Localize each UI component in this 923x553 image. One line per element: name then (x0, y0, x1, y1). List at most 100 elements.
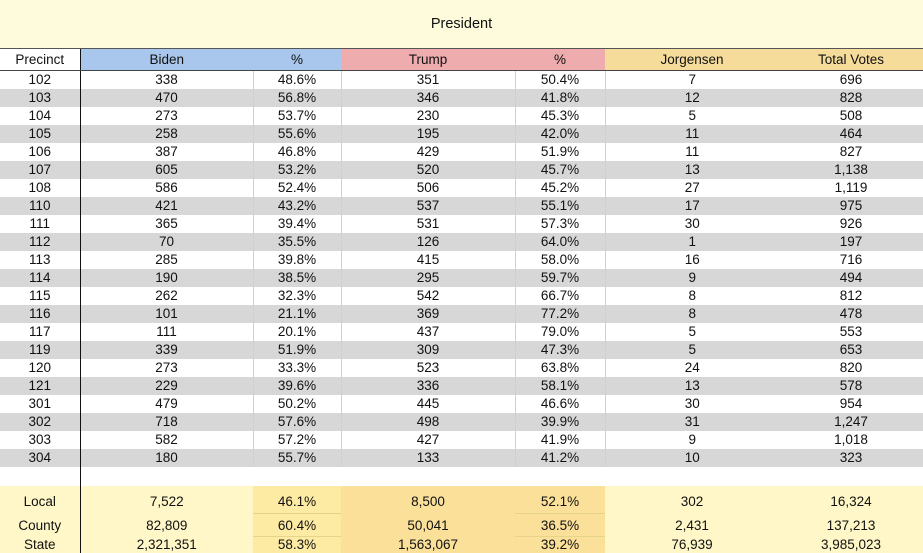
biden-pct-cell[interactable]: 35.5% (253, 233, 341, 251)
total-votes-cell[interactable]: 1,138 (779, 161, 923, 179)
jorgensen-cell[interactable]: 5 (605, 341, 779, 359)
trump-pct-cell[interactable]: 36.5% (515, 514, 605, 537)
jorgensen-cell[interactable]: 10 (605, 449, 779, 467)
jorgensen-cell[interactable]: 2,431 (605, 514, 779, 537)
header-jorgensen[interactable]: Jorgensen (605, 49, 779, 71)
total-votes-cell[interactable]: 16,324 (779, 486, 923, 514)
biden-cell[interactable]: 7,522 (80, 486, 253, 514)
precinct-cell[interactable]: 115 (0, 287, 80, 305)
trump-cell[interactable]: 537 (341, 197, 515, 215)
biden-cell[interactable]: 70 (80, 233, 253, 251)
jorgensen-cell[interactable]: 27 (605, 179, 779, 197)
trump-cell[interactable]: 415 (341, 251, 515, 269)
jorgensen-cell[interactable]: 24 (605, 359, 779, 377)
trump-cell[interactable]: 520 (341, 161, 515, 179)
trump-pct-cell[interactable]: 64.0% (515, 233, 605, 251)
trump-pct-cell[interactable]: 41.8% (515, 89, 605, 107)
trump-cell[interactable]: 369 (341, 305, 515, 323)
biden-cell[interactable]: 605 (80, 161, 253, 179)
biden-cell[interactable]: 82,809 (80, 514, 253, 537)
biden-pct-cell[interactable]: 46.8% (253, 143, 341, 161)
trump-pct-cell[interactable]: 45.7% (515, 161, 605, 179)
cell[interactable] (0, 467, 80, 486)
total-votes-cell[interactable]: 954 (779, 395, 923, 413)
trump-pct-cell[interactable]: 58.1% (515, 377, 605, 395)
total-votes-cell[interactable]: 494 (779, 269, 923, 287)
total-votes-cell[interactable]: 197 (779, 233, 923, 251)
jorgensen-cell[interactable]: 9 (605, 269, 779, 287)
precinct-cell[interactable]: 112 (0, 233, 80, 251)
biden-pct-cell[interactable]: 39.8% (253, 251, 341, 269)
precinct-cell[interactable]: 103 (0, 89, 80, 107)
biden-cell[interactable]: 387 (80, 143, 253, 161)
biden-cell[interactable]: 470 (80, 89, 253, 107)
precinct-cell[interactable]: 303 (0, 431, 80, 449)
biden-cell[interactable]: 273 (80, 359, 253, 377)
trump-pct-cell[interactable]: 47.3% (515, 341, 605, 359)
trump-cell[interactable]: 230 (341, 107, 515, 125)
trump-cell[interactable]: 8,500 (341, 486, 515, 514)
jorgensen-cell[interactable]: 302 (605, 486, 779, 514)
biden-cell[interactable]: 229 (80, 377, 253, 395)
header-trump-pct[interactable]: % (515, 49, 605, 71)
biden-pct-cell[interactable]: 46.1% (253, 486, 341, 514)
biden-pct-cell[interactable]: 33.3% (253, 359, 341, 377)
trump-pct-cell[interactable]: 50.4% (515, 71, 605, 90)
trump-cell[interactable]: 346 (341, 89, 515, 107)
precinct-cell[interactable]: 106 (0, 143, 80, 161)
biden-cell[interactable]: 258 (80, 125, 253, 143)
biden-cell[interactable]: 582 (80, 431, 253, 449)
trump-pct-cell[interactable]: 51.9% (515, 143, 605, 161)
jorgensen-cell[interactable]: 8 (605, 305, 779, 323)
precinct-cell[interactable]: 113 (0, 251, 80, 269)
total-votes-cell[interactable]: 716 (779, 251, 923, 269)
total-votes-cell[interactable]: 827 (779, 143, 923, 161)
jorgensen-cell[interactable]: 1 (605, 233, 779, 251)
trump-pct-cell[interactable]: 63.8% (515, 359, 605, 377)
cell[interactable] (80, 467, 253, 486)
biden-pct-cell[interactable]: 52.4% (253, 179, 341, 197)
biden-cell[interactable]: 586 (80, 179, 253, 197)
trump-pct-cell[interactable]: 77.2% (515, 305, 605, 323)
biden-cell[interactable]: 479 (80, 395, 253, 413)
biden-pct-cell[interactable]: 55.6% (253, 125, 341, 143)
trump-cell[interactable]: 133 (341, 449, 515, 467)
total-votes-cell[interactable]: 926 (779, 215, 923, 233)
jorgensen-cell[interactable]: 30 (605, 395, 779, 413)
trump-cell[interactable]: 531 (341, 215, 515, 233)
precinct-cell[interactable]: 121 (0, 377, 80, 395)
total-votes-cell[interactable]: 578 (779, 377, 923, 395)
cell[interactable] (253, 467, 341, 486)
biden-pct-cell[interactable]: 39.6% (253, 377, 341, 395)
trump-cell[interactable]: 427 (341, 431, 515, 449)
biden-cell[interactable]: 338 (80, 71, 253, 90)
biden-pct-cell[interactable]: 55.7% (253, 449, 341, 467)
total-votes-cell[interactable]: 820 (779, 359, 923, 377)
total-votes-cell[interactable]: 653 (779, 341, 923, 359)
precinct-cell[interactable]: 116 (0, 305, 80, 323)
biden-pct-cell[interactable]: 21.1% (253, 305, 341, 323)
total-votes-cell[interactable]: 478 (779, 305, 923, 323)
trump-pct-cell[interactable]: 79.0% (515, 323, 605, 341)
precinct-cell[interactable]: 119 (0, 341, 80, 359)
jorgensen-cell[interactable]: 9 (605, 431, 779, 449)
cell[interactable] (779, 467, 923, 486)
biden-pct-cell[interactable]: 57.6% (253, 413, 341, 431)
cell[interactable] (515, 467, 605, 486)
trump-cell[interactable]: 429 (341, 143, 515, 161)
biden-pct-cell[interactable]: 57.2% (253, 431, 341, 449)
biden-cell[interactable]: 180 (80, 449, 253, 467)
trump-cell[interactable]: 542 (341, 287, 515, 305)
biden-cell[interactable]: 273 (80, 107, 253, 125)
biden-pct-cell[interactable]: 32.3% (253, 287, 341, 305)
biden-cell[interactable]: 421 (80, 197, 253, 215)
cell[interactable] (341, 467, 515, 486)
biden-cell[interactable]: 365 (80, 215, 253, 233)
trump-pct-cell[interactable]: 39.9% (515, 413, 605, 431)
jorgensen-cell[interactable]: 17 (605, 197, 779, 215)
total-votes-cell[interactable]: 828 (779, 89, 923, 107)
trump-cell[interactable]: 126 (341, 233, 515, 251)
trump-cell[interactable]: 195 (341, 125, 515, 143)
biden-cell[interactable]: 262 (80, 287, 253, 305)
trump-cell[interactable]: 506 (341, 179, 515, 197)
